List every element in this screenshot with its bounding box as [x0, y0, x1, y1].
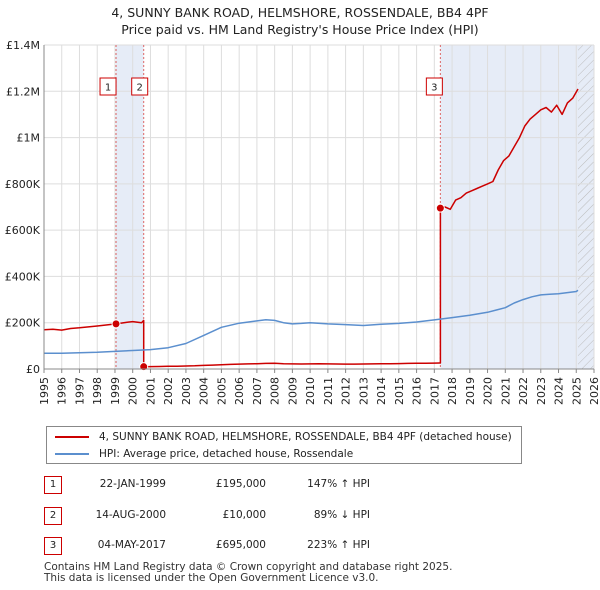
sale-label-box [131, 77, 149, 96]
sale-label-box [425, 77, 443, 96]
x-tick-label: 2001 [144, 377, 157, 405]
x-tick-label: 2020 [482, 377, 495, 405]
x-tick-label: 2005 [215, 377, 228, 405]
sale-label: 1 [105, 83, 111, 94]
sale-date: 22-JAN-1999 [99, 478, 166, 490]
y-tick-label: £1.2M [6, 85, 40, 98]
sale-date: 04-MAY-2017 [97, 539, 166, 551]
sale-hpi-diff: 89% ↓ HPI [313, 509, 370, 521]
x-tick-label: 2004 [198, 377, 211, 405]
x-tick-label: 2003 [180, 377, 193, 405]
sale-label: 3 [431, 83, 437, 94]
x-tick-label: 2015 [393, 377, 406, 405]
x-tick-label: 2006 [233, 377, 246, 405]
x-tick-label: 1995 [38, 377, 51, 405]
legend-item-property: 4, SUNNY BANK ROAD, HELMSHORE, ROSSENDAL… [55, 429, 512, 445]
table-row: 1 22-JAN-1999 £195,000 147% ↑ HPI [44, 476, 404, 494]
x-tick-label: 2023 [535, 377, 548, 405]
x-tick-label: 2025 [570, 377, 583, 405]
sale-number-badge: 1 [44, 476, 62, 494]
sale-label: 2 [137, 83, 143, 94]
price-chart: 1 2 3 £0 £200K £400K £600K £800K £1M £1.2M £1.4M 19… [5, 39, 600, 405]
x-tick-label: 2016 [411, 377, 424, 405]
x-tick-label: 2011 [322, 377, 335, 405]
legend-swatch-property [55, 436, 89, 438]
x-tick-label: 2024 [553, 377, 566, 405]
sale-number-badge: 3 [44, 537, 62, 555]
chart-title: 4, SUNNY BANK ROAD, HELMSHORE, ROSSENDAL… [111, 5, 489, 20]
y-tick-label: £400K [5, 270, 41, 283]
x-tick-label: 2026 [588, 377, 600, 405]
sale-price: £695,000 [215, 539, 266, 551]
legend-swatch-hpi [55, 453, 89, 455]
hatched-region [578, 45, 594, 369]
sale-hpi-diff: 223% ↑ HPI [307, 539, 370, 551]
sale-point [111, 319, 121, 329]
footer-copyright: Contains HM Land Registry data © Crown c… [44, 561, 453, 573]
sale-hpi-diff: 147% ↑ HPI [307, 478, 370, 490]
x-tick-label: 2021 [499, 377, 512, 405]
x-tick-label: 1996 [56, 377, 69, 405]
hpi-line [44, 289, 579, 355]
chart-subtitle: Price paid vs. HM Land Registry's House … [121, 22, 479, 37]
footer-license: This data is licensed under the Open Gov… [44, 572, 379, 584]
x-tick-label: 2017 [428, 377, 441, 405]
legend-label-hpi: HPI: Average price, detached house, Ross… [99, 448, 354, 460]
y-tick-label: £600K [5, 224, 41, 237]
x-tick-label: 1997 [73, 377, 86, 405]
x-tick-label: 2013 [357, 377, 370, 405]
x-tick-label: 2022 [517, 377, 530, 405]
x-tick-label: 1999 [109, 377, 122, 405]
chart-legend: 4, SUNNY BANK ROAD, HELMSHORE, ROSSENDAL… [46, 426, 522, 464]
y-tick-label: £800K [5, 178, 41, 191]
sale-point [435, 203, 445, 213]
x-tick-label: 2010 [304, 377, 317, 405]
x-tick-label: 2009 [286, 377, 299, 405]
x-tick-label: 1998 [91, 377, 104, 405]
sale-number-badge: 2 [44, 507, 62, 525]
x-tick-label: 2008 [269, 377, 282, 405]
x-tick-label: 2007 [251, 377, 264, 405]
y-tick-label: £0 [26, 363, 40, 376]
property-price-line [43, 88, 579, 368]
table-row: 2 14-AUG-2000 £10,000 89% ↓ HPI [44, 507, 404, 525]
shaded-period [440, 45, 594, 369]
y-tick-label: £200K [5, 317, 41, 330]
x-tick-label: 2012 [340, 377, 353, 405]
sale-date: 14-AUG-2000 [95, 509, 166, 521]
y-tick-label: £1M [17, 132, 41, 145]
y-tick-label: £1.4M [6, 39, 40, 52]
x-tick-label: 2018 [446, 377, 459, 405]
legend-item-hpi: HPI: Average price, detached house, Ross… [55, 446, 353, 462]
x-tick-label: 2002 [162, 377, 175, 405]
legend-label-property: 4, SUNNY BANK ROAD, HELMSHORE, ROSSENDAL… [99, 431, 512, 443]
table-row: 3 04-MAY-2017 £695,000 223% ↑ HPI [44, 537, 404, 555]
footer-attribution: Contains HM Land Registry data © Crown c… [44, 562, 452, 584]
sale-price: £10,000 [222, 509, 266, 521]
sale-label-box [99, 77, 117, 96]
shaded-period [116, 45, 144, 369]
x-tick-label: 2000 [127, 377, 140, 405]
x-tick-label: 2014 [375, 377, 388, 405]
x-tick-label: 2019 [464, 377, 477, 405]
sale-price: £195,000 [215, 478, 266, 490]
